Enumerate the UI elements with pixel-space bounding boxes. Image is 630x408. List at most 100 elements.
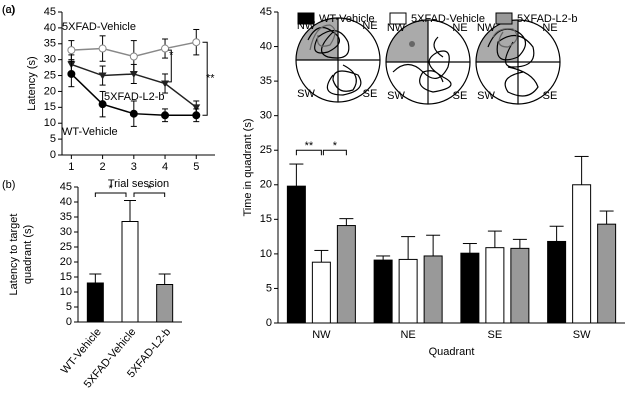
marker — [129, 109, 138, 118]
y-tick-label: 35 — [60, 211, 72, 223]
marker — [161, 44, 170, 53]
y-tick-label: 10 — [60, 286, 72, 298]
bar — [336, 225, 356, 324]
x-tick-label: 2 — [100, 161, 106, 173]
panel-label: (b) — [2, 179, 15, 191]
bar — [460, 252, 480, 324]
marker — [161, 111, 170, 120]
significance-bracket — [168, 49, 172, 83]
y-tick-label: 25 — [44, 69, 56, 81]
marker — [67, 46, 76, 55]
bar — [597, 223, 617, 324]
y-tick-label: 25 — [60, 241, 72, 253]
legend-label: WT-Vehicle — [319, 13, 375, 25]
y-tick-label: 5 — [266, 282, 272, 294]
legend-label: 5XFAD-Vehicle — [411, 13, 485, 25]
legend-swatch — [297, 12, 315, 25]
bar — [373, 259, 393, 324]
y-tick-label: 30 — [44, 54, 56, 66]
y-tick-label: 40 — [44, 22, 56, 34]
legend-swatch — [495, 12, 513, 25]
maze-quadrant-label: NW — [297, 20, 316, 32]
y-tick-label: 5 — [50, 133, 56, 145]
y-axis-label: Latency (s) — [26, 56, 38, 110]
marker — [67, 69, 76, 78]
bar — [510, 247, 530, 324]
significance-bracket — [202, 41, 208, 116]
maze-quadrant-label: SW — [477, 90, 495, 102]
y-tick-label: 30 — [60, 226, 72, 238]
x-tick-label: SW — [573, 329, 591, 341]
y-tick-label: 15 — [260, 213, 272, 225]
maze-quadrant-label: SE — [453, 90, 468, 102]
maze-quadrant-label: SE — [543, 90, 558, 102]
y-tick-label: 20 — [44, 85, 56, 97]
marker — [98, 100, 107, 109]
significance-bracket — [295, 149, 322, 156]
maze-quadrant-label: SW — [297, 88, 315, 100]
x-tick-label: SE — [488, 329, 503, 341]
bar — [423, 255, 443, 324]
y-tick-label: 25 — [260, 144, 272, 156]
panel-label: (c) — [2, 4, 15, 16]
y-tick-label: 0 — [50, 149, 56, 161]
bar — [547, 240, 567, 324]
y-tick-label: 15 — [60, 271, 72, 283]
bar — [572, 184, 592, 324]
y-tick-label: 15 — [44, 101, 56, 113]
y-axis-label: Latency to target — [8, 214, 20, 296]
maze-quadrant-label: NW — [387, 22, 406, 34]
y-tick-label: 45 — [260, 6, 272, 18]
y-tick-label: 35 — [260, 75, 272, 87]
marker — [192, 111, 201, 120]
significance-bracket — [94, 192, 127, 197]
y-tick-label: 10 — [44, 117, 56, 129]
significance-bracket — [133, 192, 166, 197]
panel-label: (a) — [2, 4, 15, 16]
y-tick-label: 35 — [44, 38, 56, 50]
y-tick-label: 0 — [266, 317, 272, 329]
y-tick-label: 20 — [60, 256, 72, 268]
marker — [129, 70, 138, 78]
y-tick-label: 40 — [260, 40, 272, 52]
x-tick-label: 4 — [162, 161, 168, 173]
x-tick-label: NW — [312, 329, 331, 341]
y-axis-label: Time in quadrant (s) — [242, 118, 254, 216]
x-tick-label: NE — [400, 329, 415, 341]
significance-label: * — [109, 183, 114, 195]
y-tick-label: 40 — [60, 196, 72, 208]
swim-paths — [295, 17, 561, 105]
legend-label: 5XFAD-L2-b — [517, 13, 578, 25]
maze-quadrant-label: NE — [542, 22, 557, 34]
marker — [161, 80, 170, 88]
significance-bracket — [322, 149, 347, 156]
marker — [192, 104, 201, 112]
legend-swatch — [389, 12, 407, 25]
x-tick-label: 1 — [68, 161, 74, 173]
marker — [98, 72, 107, 80]
marker — [192, 38, 201, 47]
significance-label: * — [147, 183, 152, 195]
y-tick-label: 30 — [260, 110, 272, 122]
bar — [156, 284, 174, 323]
bar — [398, 258, 418, 324]
maze-quadrant-label: SW — [387, 90, 405, 102]
bar — [286, 185, 306, 324]
marker — [98, 44, 107, 53]
y-tick-label: 0 — [66, 316, 72, 328]
maze-quadrant-label: NE — [452, 22, 467, 34]
bar — [485, 247, 505, 324]
maze-quadrant-label: NE — [362, 20, 377, 32]
y-tick-label: 20 — [260, 179, 272, 191]
x-tick-label: 3 — [131, 161, 137, 173]
significance-label: ** — [305, 140, 314, 152]
marker — [129, 52, 138, 61]
bar — [86, 282, 104, 323]
series-label: 5XFAD-Vehicle — [62, 21, 136, 33]
x-axis-label: Quadrant — [429, 346, 475, 358]
y-tick-label: 45 — [44, 6, 56, 18]
maze-quadrant-label: SE — [363, 88, 378, 100]
y-tick-label: 10 — [260, 248, 272, 260]
maze-quadrant-label: NW — [477, 22, 496, 34]
